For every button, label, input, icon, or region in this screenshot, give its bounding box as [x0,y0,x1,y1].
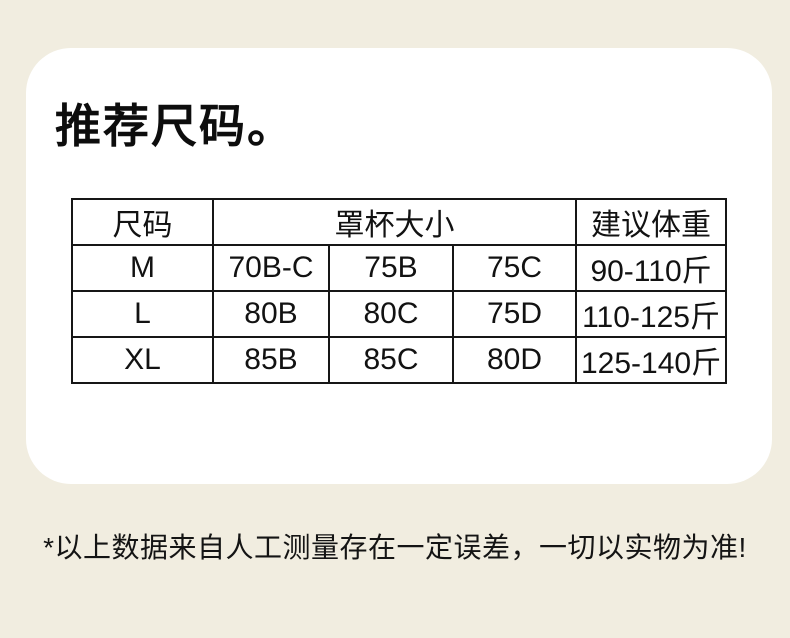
table-row-xl: XL 85B 85C 80D 125-140斤 [71,336,728,384]
col-header-weight: 建议体重 [575,198,728,246]
cell-cup: 85B [212,336,330,384]
cell-cup: 80B [212,290,330,338]
footnote: *以上数据来自人工测量存在一定误差，一切以实物为准! [43,532,747,563]
cell-cup: 75B [328,244,454,292]
cell-cup: 70B-C [212,244,330,292]
col-header-size: 尺码 [71,198,214,246]
cell-cup: 75C [451,244,578,292]
page-title: 推荐尺码。 [55,100,295,152]
size-table: 尺码 罩杯大小 建议体重 M 70B-C 75B 75C 90-110斤 L 8… [71,198,728,384]
cell-weight: 125-140斤 [575,336,728,384]
cell-size: M [71,244,214,292]
cell-size: L [71,290,214,338]
cell-weight: 90-110斤 [575,244,728,292]
cell-cup: 75D [451,290,578,338]
cell-cup: 80D [451,336,578,384]
table-row-m: M 70B-C 75B 75C 90-110斤 [71,244,728,292]
cell-cup: 80C [328,290,454,338]
size-chart-card: 推荐尺码。 尺码 罩杯大小 建议体重 M 70B-C [26,48,772,484]
cell-cup: 85C [328,336,454,384]
cell-weight: 110-125斤 [575,290,728,338]
cell-size: XL [71,336,214,384]
col-header-cup: 罩杯大小 [211,198,578,246]
table-header-row: 尺码 罩杯大小 建议体重 [71,198,728,246]
table-row-l: L 80B 80C 75D 110-125斤 [71,290,728,338]
